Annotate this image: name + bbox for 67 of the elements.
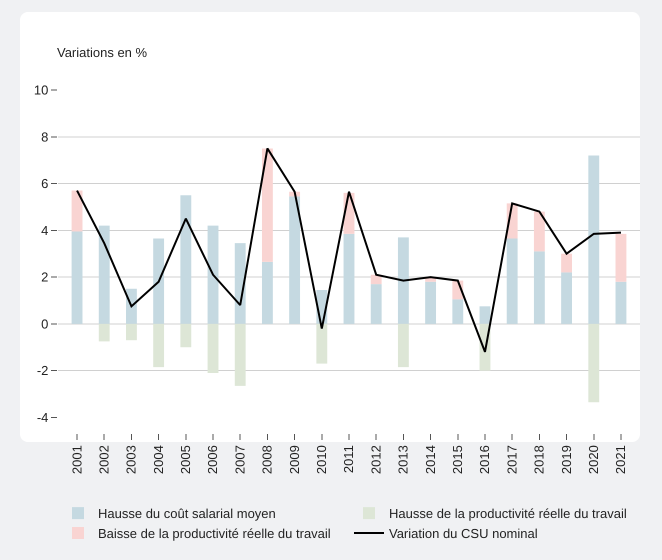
bar: [72, 190, 82, 232]
x-tick-label: 2008: [260, 445, 275, 474]
bar: [616, 234, 626, 282]
x-tick-label: 2004: [150, 445, 166, 474]
bar: [588, 324, 600, 402]
x-tick-label: 2020: [586, 445, 601, 474]
legend-label: Baisse de la productivité réelle du travail: [98, 526, 331, 542]
bar: [588, 155, 600, 324]
x-tick-label: 2006: [205, 445, 220, 474]
x-tick-label: 2019: [558, 445, 574, 474]
bar: [316, 324, 328, 364]
bar: [72, 231, 82, 324]
bar: [480, 306, 490, 324]
bar: [506, 238, 518, 324]
bar: [126, 324, 137, 340]
x-tick-label: 2011: [341, 445, 356, 474]
x-tick-label: 2005: [178, 445, 194, 474]
x-tick-label: 2015: [450, 445, 466, 474]
bar: [534, 251, 545, 324]
y-tick-label: 10: [34, 82, 48, 98]
x-tick-label: 2013: [396, 445, 411, 474]
bar: [616, 282, 626, 324]
bar: [153, 238, 164, 324]
legend-label: Hausse de la productivité réelle du travail: [389, 506, 627, 522]
bar: [180, 324, 192, 348]
bar: [208, 324, 218, 373]
bar: [452, 299, 464, 324]
bar: [262, 148, 273, 262]
x-tick-label: 2018: [532, 445, 547, 474]
bar: [534, 212, 545, 252]
legend-label: Variation du CSU nominal: [389, 526, 538, 542]
bar: [180, 195, 192, 324]
bar: [344, 234, 354, 324]
x-tick-label: 2021: [613, 445, 628, 474]
x-tick-label: 2001: [69, 445, 84, 474]
x-tick-label: 2009: [286, 445, 302, 474]
x-tick-label: 2012: [368, 445, 384, 474]
legend-label: Hausse du coût salarial moyen: [98, 506, 276, 522]
line-series: [76, 147, 622, 353]
bar: [153, 324, 164, 368]
bar: [561, 272, 572, 324]
x-tick-label: 2014: [422, 445, 438, 474]
y-tick-label: 6: [41, 176, 48, 192]
bar: [370, 284, 382, 324]
bar: [425, 282, 436, 324]
x-tick-label: 2010: [314, 445, 330, 474]
x-tick-label: 2017: [504, 445, 520, 474]
y-tick-label: 0: [41, 316, 48, 332]
y-tick-label: -4: [36, 410, 48, 425]
bar: [289, 196, 300, 324]
bar: [234, 324, 246, 386]
y-tick-label: 2: [41, 270, 48, 285]
bar: [398, 324, 409, 368]
y-axis-title: Variations en %: [57, 45, 148, 60]
x-tick-label: 2002: [96, 445, 112, 474]
bar: [208, 226, 218, 324]
x-tick-label: 2016: [477, 445, 492, 474]
bar: [98, 324, 110, 342]
bar: [398, 237, 409, 324]
y-tick-label: -2: [36, 363, 48, 378]
y-tick-label: 4: [41, 222, 48, 238]
x-tick-label: 2007: [232, 445, 248, 474]
bar: [98, 226, 110, 324]
y-tick-label: 8: [41, 129, 48, 144]
x-tick-label: 2003: [124, 445, 139, 474]
bar: [561, 254, 572, 272]
bar: [262, 262, 273, 324]
